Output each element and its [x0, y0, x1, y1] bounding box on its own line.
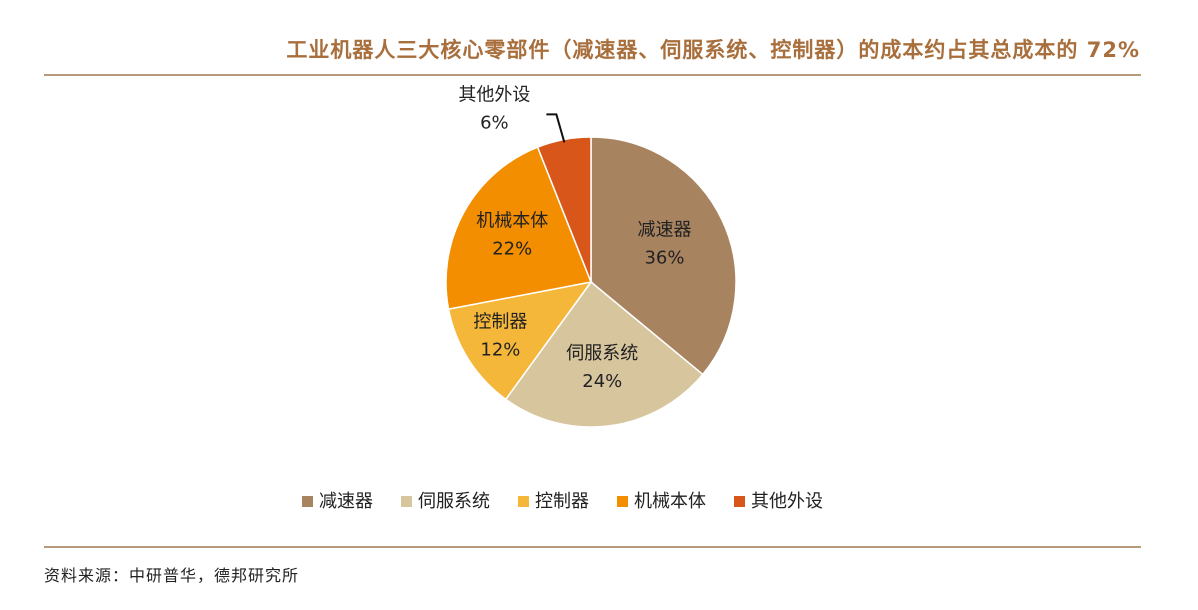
- slice-value-label: 22%: [492, 239, 532, 260]
- legend-label: 机械本体: [634, 491, 706, 512]
- chart-title: 工业机器人三大核心零部件（减速器、伺服系统、控制器）的成本约占其总成本的 72%: [286, 38, 1140, 62]
- leader-line-5: [546, 113, 566, 143]
- pie-slice-4: [445, 146, 593, 311]
- legend-swatch: [401, 496, 412, 507]
- slice-name-label: 其他外设: [458, 84, 530, 105]
- pie-slices: [445, 136, 737, 428]
- pie-slice-1: [590, 136, 737, 376]
- legend-swatch: [617, 496, 628, 507]
- legend: 减速器 伺服系统 控制器 机械本体 其他外设: [302, 491, 823, 512]
- legend-label: 减速器: [319, 491, 373, 512]
- slice-value-label: 6%: [480, 112, 509, 133]
- title-divider: [44, 74, 1141, 76]
- legend-swatch: [734, 496, 745, 507]
- legend-label: 其他外设: [751, 491, 823, 512]
- slice-name-label: 控制器: [473, 311, 527, 332]
- slice-value-label: 24%: [582, 371, 622, 392]
- legend-label: 控制器: [535, 491, 589, 512]
- legend-swatch: [518, 496, 529, 507]
- source-divider: [44, 546, 1141, 548]
- slice-labels: 减速器 36% 伺服系统 24% 控制器 12% 机械本体 22% 其他外设 6%: [458, 84, 691, 392]
- slice-value-label: 12%: [480, 339, 520, 360]
- slice-name-label: 伺服系统: [566, 343, 638, 364]
- slice-value-label: 36%: [644, 247, 684, 268]
- legend-label: 伺服系统: [418, 491, 490, 512]
- source-note: 资料来源：中研普华，德邦研究所: [44, 566, 300, 585]
- pie-slice-3: [447, 280, 593, 401]
- pie-slice-2: [504, 280, 704, 428]
- slice-name-label: 机械本体: [476, 211, 548, 232]
- legend-swatch: [302, 496, 313, 507]
- slice-name-label: 减速器: [637, 219, 691, 240]
